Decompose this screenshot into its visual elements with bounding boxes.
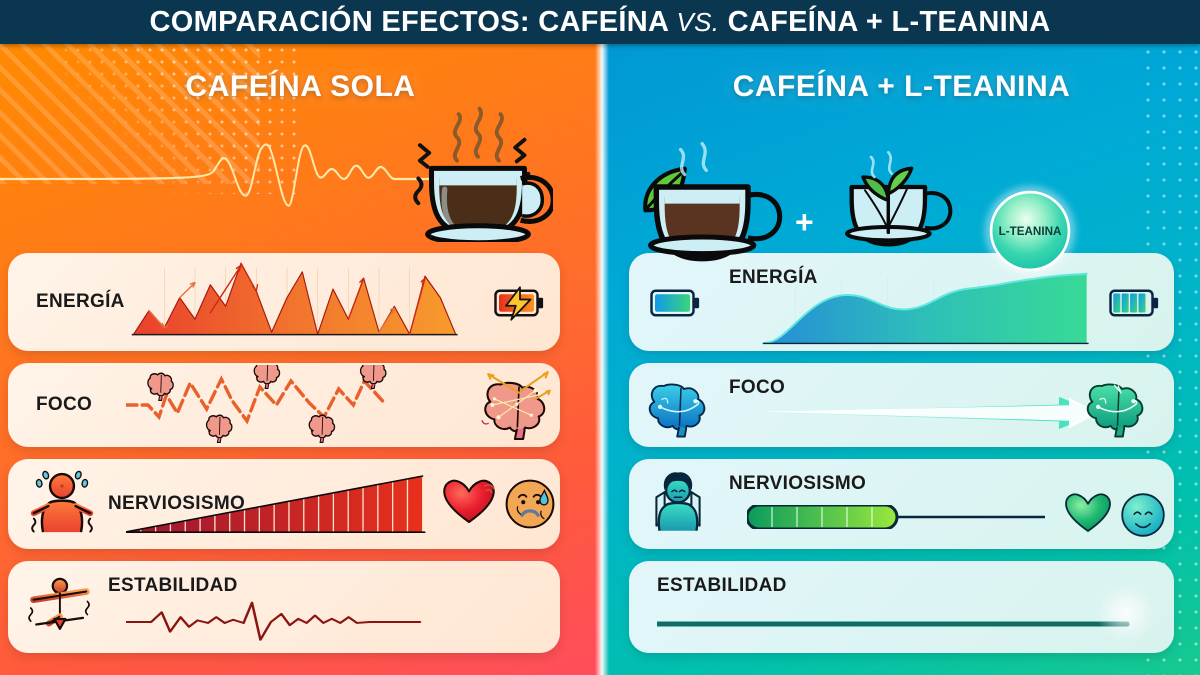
svg-text:L-TEANINA: L-TEANINA xyxy=(999,225,1062,238)
